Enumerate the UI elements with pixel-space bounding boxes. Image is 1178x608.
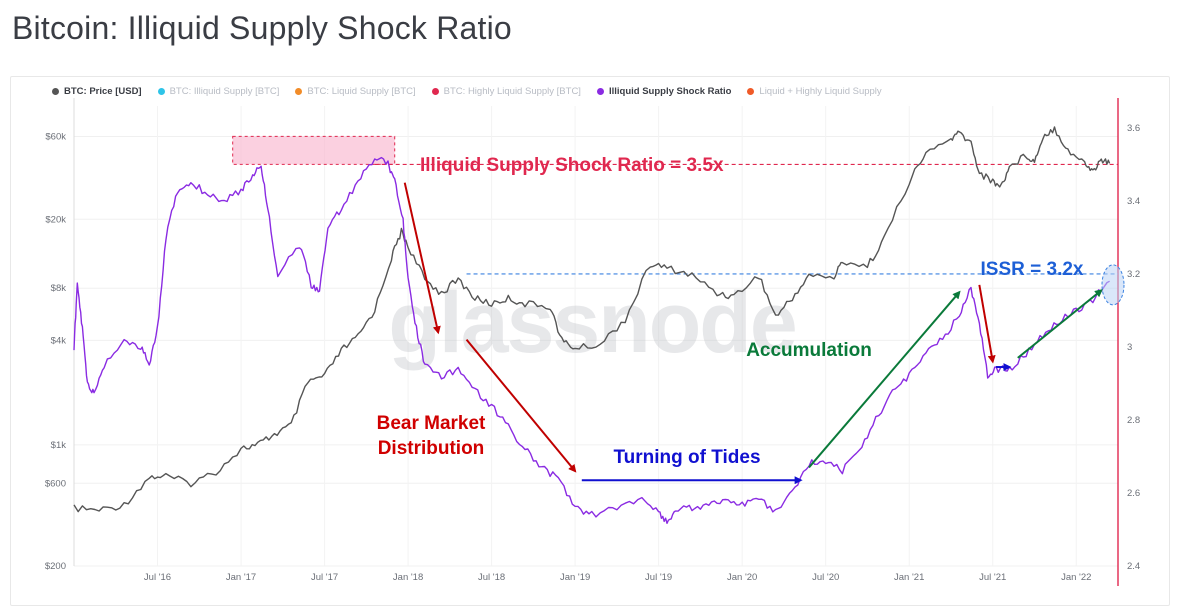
x-tick-label: Jul '16 <box>144 572 171 583</box>
x-tick-label: Jan '17 <box>226 572 256 583</box>
accumulation-arrow-1 <box>808 290 961 469</box>
x-tick-label: Jul '18 <box>478 572 505 583</box>
x-tick-label: Jul '19 <box>645 572 672 583</box>
issr-current-marker <box>1101 264 1125 306</box>
issr-line <box>73 156 1110 524</box>
legend-item-3[interactable]: BTC: Highly Liquid Supply [BTC] <box>431 86 581 97</box>
legend-item-2[interactable]: BTC: Liquid Supply [BTC] <box>295 86 416 97</box>
legend-dot-icon <box>747 88 755 95</box>
bear-arrow-2 <box>465 339 577 473</box>
legend-label: Illiquid Supply Shock Ratio <box>608 86 732 97</box>
y-right-tick-label: 3.6 <box>1127 123 1140 134</box>
y-left-tick-label: $8k <box>51 283 67 294</box>
x-tick-label: Jan '21 <box>894 572 924 583</box>
legend-label: BTC: Liquid Supply [BTC] <box>307 86 416 97</box>
watermark: glassnode <box>388 275 795 371</box>
y-left-tick-label: $600 <box>45 478 66 489</box>
y-right-tick-label: 3.2 <box>1127 269 1140 280</box>
y-left-tick-label: $60k <box>45 132 66 143</box>
x-tick-label: Jul '21 <box>979 572 1006 583</box>
bear-market-label-line1: Bear Market <box>377 413 486 434</box>
bear-market-label-line2: Distribution <box>378 438 485 459</box>
legend-dot-icon <box>157 88 165 95</box>
distribution-arrow-2021 <box>978 284 996 364</box>
y-left-tick-label: $20k <box>45 214 66 225</box>
y-right-tick-label: 2.6 <box>1127 488 1140 499</box>
y-right-tick-label: 3 <box>1127 342 1132 353</box>
legend-dot-icon <box>431 88 439 95</box>
chart-legend: BTC: Price [USD] BTC: Illiquid Supply [BT… <box>52 86 882 97</box>
x-tick-label: Jan '22 <box>1061 572 1091 583</box>
accumulation-arrow-2 <box>1017 289 1103 359</box>
btc-price-line <box>73 126 1111 513</box>
legend-item-1[interactable]: BTC: Illiquid Supply [BTC] <box>157 86 280 97</box>
peak-highlight-box <box>232 135 396 165</box>
legend-item-5[interactable]: Liquid + Highly Liquid Supply <box>747 86 882 97</box>
issr-3.5x-label: Illiquid Supply Shock Ratio = 3.5x <box>420 155 724 176</box>
legend-label: Liquid + Highly Liquid Supply <box>759 86 882 97</box>
y-right-tick-label: 3.4 <box>1127 196 1140 207</box>
x-tick-label: Jul '17 <box>311 572 338 583</box>
x-tick-label: Jan '19 <box>560 572 590 583</box>
turning-of-tides-label: Turning of Tides <box>613 447 760 468</box>
legend-item-4[interactable]: Illiquid Supply Shock Ratio <box>596 86 732 97</box>
y-right-tick-label: 2.8 <box>1127 415 1140 426</box>
legend-label: BTC: Illiquid Supply [BTC] <box>169 86 280 97</box>
accumulation-label: Accumulation <box>746 340 872 361</box>
page-title: Bitcoin: Illiquid Supply Shock Ratio <box>12 10 512 46</box>
x-tick-label: Jan '18 <box>393 572 423 583</box>
y-left-tick-label: $200 <box>45 561 66 572</box>
x-tick-label: Jan '20 <box>727 572 757 583</box>
legend-dot-icon <box>596 88 604 95</box>
y-left-tick-label: $1k <box>51 440 67 451</box>
legend-dot-icon <box>295 88 303 95</box>
x-tick-label: Jul '20 <box>812 572 839 583</box>
y-right-tick-label: 2.4 <box>1127 561 1140 572</box>
legend-label: BTC: Highly Liquid Supply [BTC] <box>443 86 581 97</box>
y-left-tick-label: $4k <box>51 335 67 346</box>
legend-label: BTC: Price [USD] <box>64 86 142 97</box>
issr-3.2x-label: ISSR = 3.2x <box>981 259 1084 280</box>
legend-item-0[interactable]: BTC: Price [USD] <box>52 86 142 97</box>
legend-dot-icon <box>52 88 59 95</box>
bear-arrow-1 <box>403 182 441 335</box>
